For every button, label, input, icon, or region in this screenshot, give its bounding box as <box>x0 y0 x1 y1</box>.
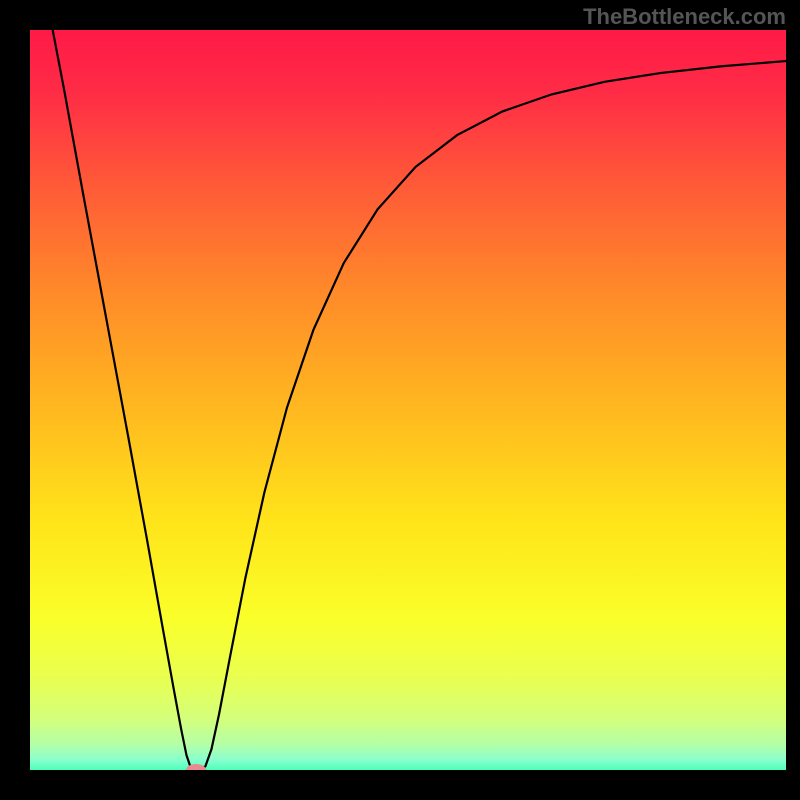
plot-area <box>30 30 786 770</box>
watermark-text: TheBottleneck.com <box>583 4 786 30</box>
bottleneck-curve <box>30 30 786 770</box>
minimum-marker <box>186 764 206 770</box>
